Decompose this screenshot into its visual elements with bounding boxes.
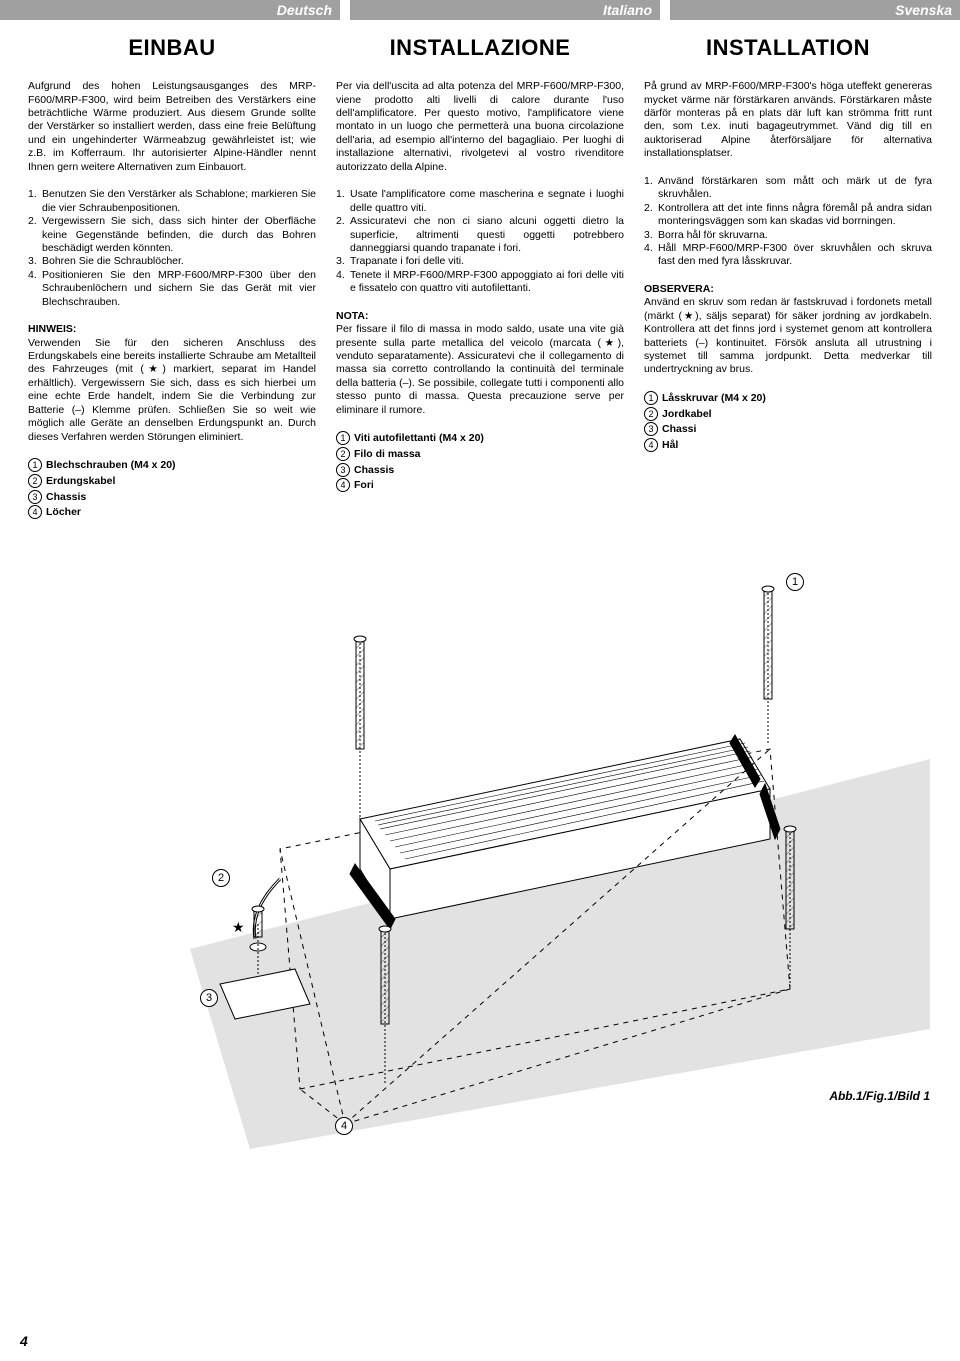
parts-sv: 1 Låsskruvar (M4 x 20) 2 Jordkabel 3 Chassi…	[644, 391, 932, 454]
column-de: EINBAU Aufgrund des hohen Leistungsausga…	[28, 34, 316, 521]
note-it: NOTA: Per fissare il filo di massa in mo…	[336, 310, 624, 418]
note-body-it: Per fissare il filo di massa in modo sal…	[336, 323, 624, 416]
star-icon: ★	[232, 919, 245, 936]
parts-it: 1 Viti autofilettanti (M4 x 20) 2 Filo di …	[336, 431, 624, 494]
step-it-1: Usate l'amplificatore come mascherina e …	[350, 188, 624, 215]
lang-label-it: Italiano	[350, 0, 660, 20]
part-de-2: Erdungskabel	[46, 474, 115, 490]
part-sv-1: Låsskruvar (M4 x 20)	[662, 391, 766, 407]
note-body-de: Verwenden Sie für den sicheren Anschluss…	[28, 337, 316, 443]
page-number: 4	[20, 1333, 28, 1349]
circled-4-icon: 4	[336, 478, 350, 492]
title-de: EINBAU	[28, 34, 316, 62]
circled-4-icon: 4	[644, 438, 658, 452]
step-sv-1: Använd förstärkaren som mått och märk ut…	[658, 175, 932, 202]
circled-1-icon: 1	[28, 458, 42, 472]
part-it-1: Viti autofilettanti (M4 x 20)	[354, 431, 484, 447]
step-de-2: Vergewissern Sie sich, dass sich hinter …	[42, 215, 316, 255]
step-de-3: Bohren Sie die Schraublöcher.	[42, 255, 316, 268]
note-head-it: NOTA:	[336, 310, 368, 322]
note-body-sv: Använd en skruv som redan är fastskruvad…	[644, 296, 932, 375]
callout-2: 2	[212, 869, 230, 887]
circled-1-icon: 1	[336, 431, 350, 445]
installation-diagram: 1 2 ★ 3 4 Abb.1/Fig.1/Bild 1	[0, 529, 960, 1169]
note-sv: OBSERVERA: Använd en skruv som redan är …	[644, 283, 932, 377]
parts-de: 1Blechschrauben (M4 x 20) 2Erdungskabel …	[28, 458, 316, 521]
circled-1-icon: 1	[644, 391, 658, 405]
part-sv-4: Hål	[662, 438, 678, 454]
step-sv-4: Håll MRP-F600/MRP-F300 över skruvhålen o…	[658, 242, 932, 269]
title-sv: INSTALLATION	[644, 34, 932, 62]
column-sv: INSTALLATION På grund av MRP-F600/MRP-F3…	[644, 34, 932, 521]
part-it-3: Chassis	[354, 463, 394, 479]
step-it-4: Tenete il MRP-F600/MRP-F300 appoggiato a…	[350, 269, 624, 296]
diagram-svg	[0, 529, 960, 1169]
callout-4: 4	[335, 1117, 353, 1135]
steps-it: 1.Usate l'amplificatore come mascherina …	[336, 188, 624, 296]
circled-4-icon: 4	[28, 505, 42, 519]
part-sv-3: Chassi	[662, 422, 696, 438]
intro-it: Per via dell'uscita ad alta potenza del …	[336, 80, 624, 174]
note-head-de: HINWEIS:	[28, 323, 76, 335]
step-it-2: Assicuratevi che non ci siano alcuni ogg…	[350, 215, 624, 255]
note-de: HINWEIS: Verwenden Sie für den sicheren …	[28, 323, 316, 444]
callout-1: 1	[786, 573, 804, 591]
lang-label-sv: Svenska	[670, 0, 960, 20]
part-sv-2: Jordkabel	[662, 407, 712, 423]
part-it-4: Fori	[354, 478, 374, 494]
circled-2-icon: 2	[336, 447, 350, 461]
step-de-4: Positionieren Sie den MRP-F600/MRP-F300 …	[42, 269, 316, 309]
part-de-1: Blechschrauben (M4 x 20)	[46, 458, 176, 474]
step-it-3: Trapanate i fori delle viti.	[350, 255, 624, 268]
column-it: INSTALLAZIONE Per via dell'uscita ad alt…	[336, 34, 624, 521]
title-it: INSTALLAZIONE	[336, 34, 624, 62]
intro-sv: På grund av MRP-F600/MRP-F300's höga ute…	[644, 80, 932, 161]
part-de-3: Chassis	[46, 490, 86, 506]
circled-2-icon: 2	[28, 474, 42, 488]
step-sv-3: Borra hål för skruvarna.	[658, 229, 932, 242]
step-sv-2: Kontrollera att det inte finns några för…	[658, 202, 932, 229]
steps-de: 1.Benutzen Sie den Verstärker als Schabl…	[28, 188, 316, 309]
note-head-sv: OBSERVERA:	[644, 283, 714, 295]
circled-2-icon: 2	[644, 407, 658, 421]
content-columns: EINBAU Aufgrund des hohen Leistungsausga…	[0, 20, 960, 521]
circled-3-icon: 3	[28, 490, 42, 504]
part-de-4: Löcher	[46, 505, 81, 521]
intro-de: Aufgrund des hohen Leistungsausganges de…	[28, 80, 316, 174]
circled-3-icon: 3	[644, 422, 658, 436]
lang-label-de: Deutsch	[0, 0, 340, 20]
circled-3-icon: 3	[336, 463, 350, 477]
callout-3: 3	[200, 989, 218, 1007]
steps-sv: 1.Använd förstärkaren som mått och märk …	[644, 175, 932, 269]
figure-caption: Abb.1/Fig.1/Bild 1	[829, 1089, 930, 1103]
part-it-2: Filo di massa	[354, 447, 421, 463]
step-de-1: Benutzen Sie den Verstärker als Schablon…	[42, 188, 316, 215]
language-bar: Deutsch Italiano Svenska	[0, 0, 960, 20]
